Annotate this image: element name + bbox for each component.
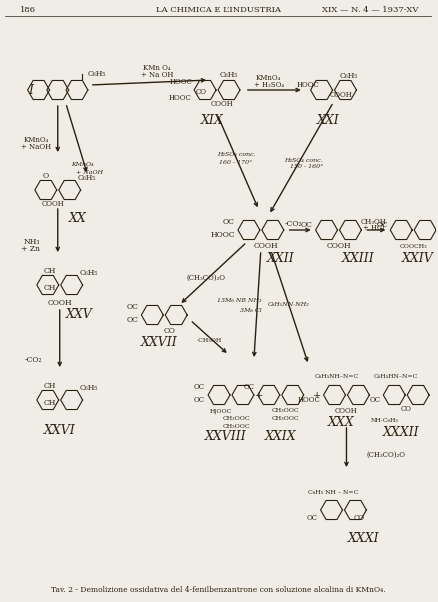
Text: H|OOC: H|OOC [210, 408, 232, 414]
Text: HOOC: HOOC [170, 78, 192, 86]
Text: XXVI: XXVI [44, 423, 76, 436]
Text: -CH₃OH: -CH₃OH [197, 338, 222, 343]
Text: CH₃OOC: CH₃OOC [222, 417, 250, 421]
Text: KMnO₄: KMnO₄ [71, 163, 94, 167]
Text: C₆H₅: C₆H₅ [339, 72, 358, 80]
Text: COOH: COOH [326, 242, 351, 250]
Text: HOOC: HOOC [296, 81, 319, 89]
Text: CO: CO [163, 327, 175, 335]
Text: 3M₆ Cl: 3M₆ Cl [240, 308, 261, 312]
Text: XXXI: XXXI [348, 532, 379, 544]
Text: CH: CH [44, 284, 56, 292]
Text: -CO₂: -CO₂ [285, 220, 303, 228]
Text: NH₃: NH₃ [24, 238, 40, 246]
Text: XXVII: XXVII [141, 337, 178, 350]
Text: COOH: COOH [47, 299, 72, 307]
Text: 160 - 170°: 160 - 170° [219, 160, 253, 164]
Text: CH₃OOC: CH₃OOC [272, 409, 300, 414]
Text: C₆H₅HN–N=C: C₆H₅HN–N=C [374, 374, 418, 379]
Text: XIX — N. 4 — 1937-XV: XIX — N. 4 — 1937-XV [322, 6, 418, 14]
Text: OC: OC [369, 396, 380, 404]
Text: H₂SO₄ conc.: H₂SO₄ conc. [284, 158, 323, 163]
Text: CH: CH [44, 399, 56, 407]
Text: + HCl: + HCl [363, 224, 384, 232]
Text: C₆H₅NH–N=C: C₆H₅NH–N=C [314, 374, 359, 379]
Text: + H₂SO₄: + H₂SO₄ [254, 81, 284, 89]
Text: C₆H₅: C₆H₅ [220, 71, 238, 79]
Text: + NaOH: + NaOH [21, 143, 51, 151]
Text: C₆H₅: C₆H₅ [80, 269, 98, 277]
Text: KMnO₄: KMnO₄ [23, 136, 49, 144]
Text: XXIII: XXIII [342, 252, 375, 264]
Text: LA CHIMICA E L’INDUSTRIA: LA CHIMICA E L’INDUSTRIA [155, 6, 280, 14]
Text: XXII: XXII [267, 252, 295, 264]
Text: XXIX: XXIX [265, 430, 297, 444]
Text: 13M₆ NB NH₃: 13M₆ NB NH₃ [217, 297, 261, 302]
Text: (CH₃CO)₂O: (CH₃CO)₂O [366, 451, 406, 459]
Text: C₆H₅NN·NH₂: C₆H₅NN·NH₂ [268, 302, 310, 308]
Text: OC: OC [376, 221, 387, 229]
Text: HOOC: HOOC [298, 396, 321, 404]
Text: XXX: XXX [328, 417, 355, 429]
Text: C₆H₅: C₆H₅ [80, 384, 98, 392]
Text: OC: OC [127, 316, 138, 324]
Text: H₂SO₄ conc.: H₂SO₄ conc. [217, 152, 255, 158]
Text: CH₃OOC: CH₃OOC [222, 423, 250, 429]
Text: CO: CO [195, 88, 206, 96]
Text: +: + [312, 391, 321, 400]
Text: COOH: COOH [211, 100, 233, 108]
Text: XXVIII: XXVIII [205, 430, 247, 444]
Text: + Zn: + Zn [21, 245, 40, 253]
Text: C₆H₅: C₆H₅ [78, 174, 96, 182]
Text: CH: CH [44, 382, 56, 390]
Text: XXIV: XXIV [402, 252, 434, 264]
Text: OC: OC [244, 383, 255, 391]
Text: COOH: COOH [330, 91, 353, 99]
Text: OC: OC [194, 383, 205, 391]
Text: -CO₂: -CO₂ [25, 356, 42, 364]
Text: COOH: COOH [42, 200, 64, 208]
Text: +: + [255, 391, 263, 400]
Text: KMnO₄: KMnO₄ [256, 74, 282, 82]
Text: COOCH₃: COOCH₃ [399, 243, 427, 249]
Text: (CH₃CO)₂O: (CH₃CO)₂O [187, 274, 226, 282]
Text: C₆H₅: C₆H₅ [87, 70, 106, 78]
Text: NH·C₆H₅: NH·C₆H₅ [371, 418, 398, 423]
Text: COOH: COOH [254, 242, 278, 250]
Text: OC: OC [127, 303, 138, 311]
Text: 150 - 160°: 150 - 160° [290, 164, 323, 170]
Text: I: I [28, 84, 33, 96]
Text: XXXII: XXXII [383, 426, 420, 439]
Text: KMn O₄: KMn O₄ [144, 64, 171, 72]
Text: XXV: XXV [66, 308, 93, 321]
Text: O: O [43, 172, 49, 180]
Text: 186: 186 [20, 6, 36, 14]
Text: OC: OC [307, 514, 318, 522]
Text: HOOC: HOOC [210, 231, 235, 239]
Text: XX: XX [69, 211, 87, 225]
Text: CO: CO [401, 405, 412, 413]
Text: XXI: XXI [317, 114, 340, 126]
Text: Tav. 2 - Demolizione ossidativa del 4-fenilbenzantrone con soluzione alcalina di: Tav. 2 - Demolizione ossidativa del 4-fe… [51, 586, 385, 594]
Text: + Na OH: + Na OH [141, 71, 173, 79]
Text: CH₃OH: CH₃OH [360, 218, 386, 226]
Text: CH₃OOC: CH₃OOC [272, 417, 300, 421]
Text: CH: CH [44, 267, 56, 275]
Text: OC: OC [223, 218, 235, 226]
Text: OC: OC [194, 396, 205, 404]
Text: C₆H₅ NH – N=C: C₆H₅ NH – N=C [308, 489, 359, 494]
Text: HOOC: HOOC [168, 94, 191, 102]
Text: + NaOH: + NaOH [76, 170, 103, 175]
Text: XIX: XIX [201, 114, 223, 126]
Text: COOH: COOH [335, 407, 358, 415]
Text: CO: CO [353, 514, 364, 522]
Text: OC: OC [301, 221, 313, 229]
